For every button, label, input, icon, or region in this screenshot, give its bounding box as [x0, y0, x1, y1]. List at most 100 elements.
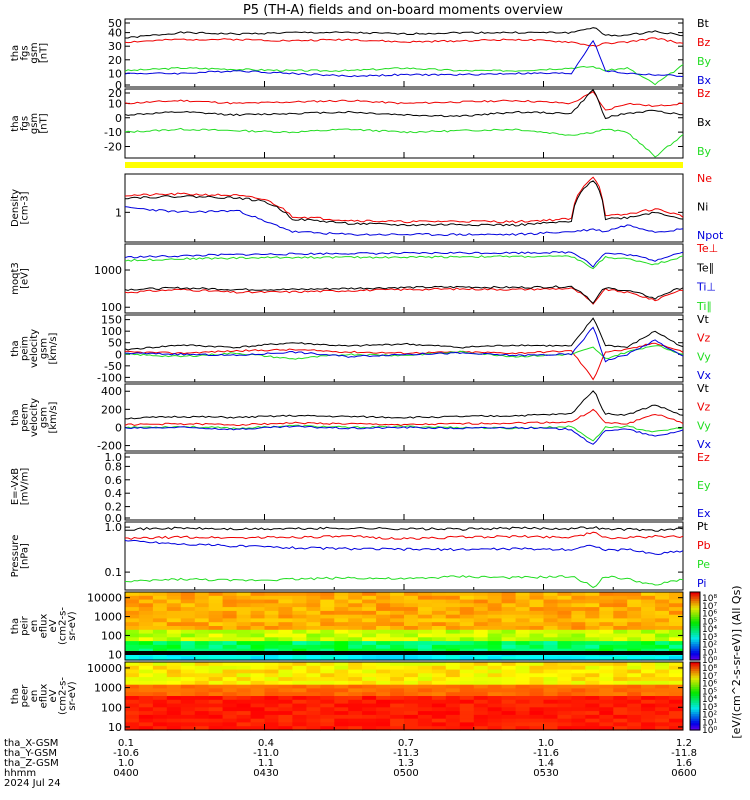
heatmap-cell — [390, 595, 405, 601]
heatmap-cell — [669, 622, 684, 627]
heatmap-cell — [278, 722, 293, 727]
heatmap-cell — [655, 656, 670, 661]
y-tick-label: 100 — [101, 629, 122, 642]
heatmap-cell — [613, 707, 628, 712]
heatmap-cell — [264, 641, 279, 646]
heatmap-cell — [125, 648, 140, 654]
heatmap-cell — [501, 684, 517, 690]
heatmap-cell — [320, 648, 335, 654]
heatmap-cell — [529, 648, 544, 654]
heatmap-cell — [264, 644, 279, 650]
heatmap-cell — [390, 673, 405, 678]
heatmap-cell — [417, 626, 433, 631]
heatmap-cell — [180, 648, 196, 654]
heatmap-cell — [529, 722, 544, 727]
heatmap-cell — [641, 607, 656, 612]
legend-entry: Vy — [697, 350, 711, 363]
heatmap-cell — [166, 595, 182, 601]
heatmap-cell — [390, 680, 405, 686]
heatmap-cell — [320, 644, 335, 650]
heatmap-cell — [459, 610, 475, 616]
heatmap-cell — [278, 692, 293, 697]
y-axis-label: tha — [10, 340, 21, 356]
heatmap-cell — [138, 726, 154, 731]
heatmap-cell — [501, 722, 517, 727]
colorbar-bottom-tick: 10¹ — [702, 718, 717, 728]
colorbar-top-swatch — [690, 616, 700, 620]
heatmap-cell — [264, 680, 279, 686]
heatmap-cell — [250, 599, 266, 604]
heatmap-cell — [264, 669, 279, 674]
heatmap-cell — [278, 714, 293, 720]
heatmap-cell — [585, 703, 600, 708]
heatmap-cell — [473, 673, 489, 678]
heatmap-cell — [627, 696, 642, 701]
heatmap-cell — [543, 699, 558, 705]
heatmap-cell — [125, 610, 140, 616]
heatmap-cell — [501, 692, 517, 697]
heatmap-cell — [334, 603, 349, 608]
heatmap-cell — [208, 641, 224, 646]
heatmap-cell — [613, 656, 628, 661]
heatmap-cell — [404, 599, 419, 604]
heatmap-cell — [599, 614, 614, 620]
colorbar-bottom-swatch — [690, 718, 700, 722]
heatmap-cell — [348, 692, 363, 697]
heatmap-cell — [194, 688, 210, 693]
heatmap-cell — [571, 680, 586, 686]
heatmap-cell — [194, 665, 210, 671]
heatmap-cell — [208, 699, 224, 705]
heatmap-cell — [501, 599, 517, 604]
colorbar-top-tick: 10⁶ — [702, 610, 717, 620]
heatmap-cell — [487, 714, 503, 720]
heatmap-cell — [529, 680, 544, 686]
heatmap-cell — [264, 688, 279, 693]
heatmap-cell — [348, 648, 363, 654]
heatmap-cell — [627, 626, 642, 631]
heatmap-cell — [376, 644, 391, 650]
heatmap-cell — [320, 726, 335, 731]
heatmap-cell — [417, 622, 433, 627]
heatmap-cell — [557, 665, 572, 671]
heatmap-cell — [641, 592, 656, 597]
heatmap-cell — [543, 662, 558, 667]
colorbar-bottom-tick: 10⁴ — [702, 695, 717, 705]
y-axis-label: velocity — [29, 398, 40, 437]
heatmap-cell — [641, 699, 656, 705]
legend-entry: Ni — [697, 201, 708, 214]
heatmap-cell — [585, 699, 600, 705]
colorbar-top-swatch — [690, 594, 700, 598]
heatmap-cell — [348, 707, 363, 712]
heatmap-cell — [180, 656, 196, 661]
heatmap-cell — [222, 722, 238, 727]
heatmap-cell — [194, 703, 210, 708]
heatmap-cell — [208, 662, 224, 667]
colorbar-bottom-swatch — [690, 680, 700, 683]
y-axis-label: tha — [10, 409, 21, 425]
heatmap-cell — [487, 633, 503, 638]
heatmap-cell — [138, 677, 154, 682]
heatmap-cell — [529, 711, 544, 716]
heatmap-cell — [599, 592, 614, 597]
heatmap-cell — [194, 673, 210, 678]
heatmap-cell — [125, 603, 140, 608]
heatmap-cell — [543, 684, 558, 690]
heatmap-cell — [417, 692, 433, 697]
colorbar-top-swatch — [690, 653, 700, 657]
heatmap-cell — [348, 599, 363, 604]
heatmap-cell — [543, 648, 558, 654]
heatmap-cell — [320, 662, 335, 667]
heatmap-cell — [487, 688, 503, 693]
y-axis-label: peir — [20, 615, 31, 635]
heatmap-cell — [515, 662, 531, 667]
heatmap-cell — [459, 618, 475, 623]
heatmap-cell — [180, 599, 196, 604]
heatmap-cell — [250, 603, 266, 608]
heatmap-cell — [599, 688, 614, 693]
heatmap-cell — [669, 711, 684, 716]
heatmap-cell — [473, 614, 489, 620]
heatmap-cell — [613, 718, 628, 724]
y-axis-label: eV — [48, 689, 59, 702]
heatmap-cell — [362, 692, 377, 697]
heatmap-cell — [306, 665, 321, 671]
